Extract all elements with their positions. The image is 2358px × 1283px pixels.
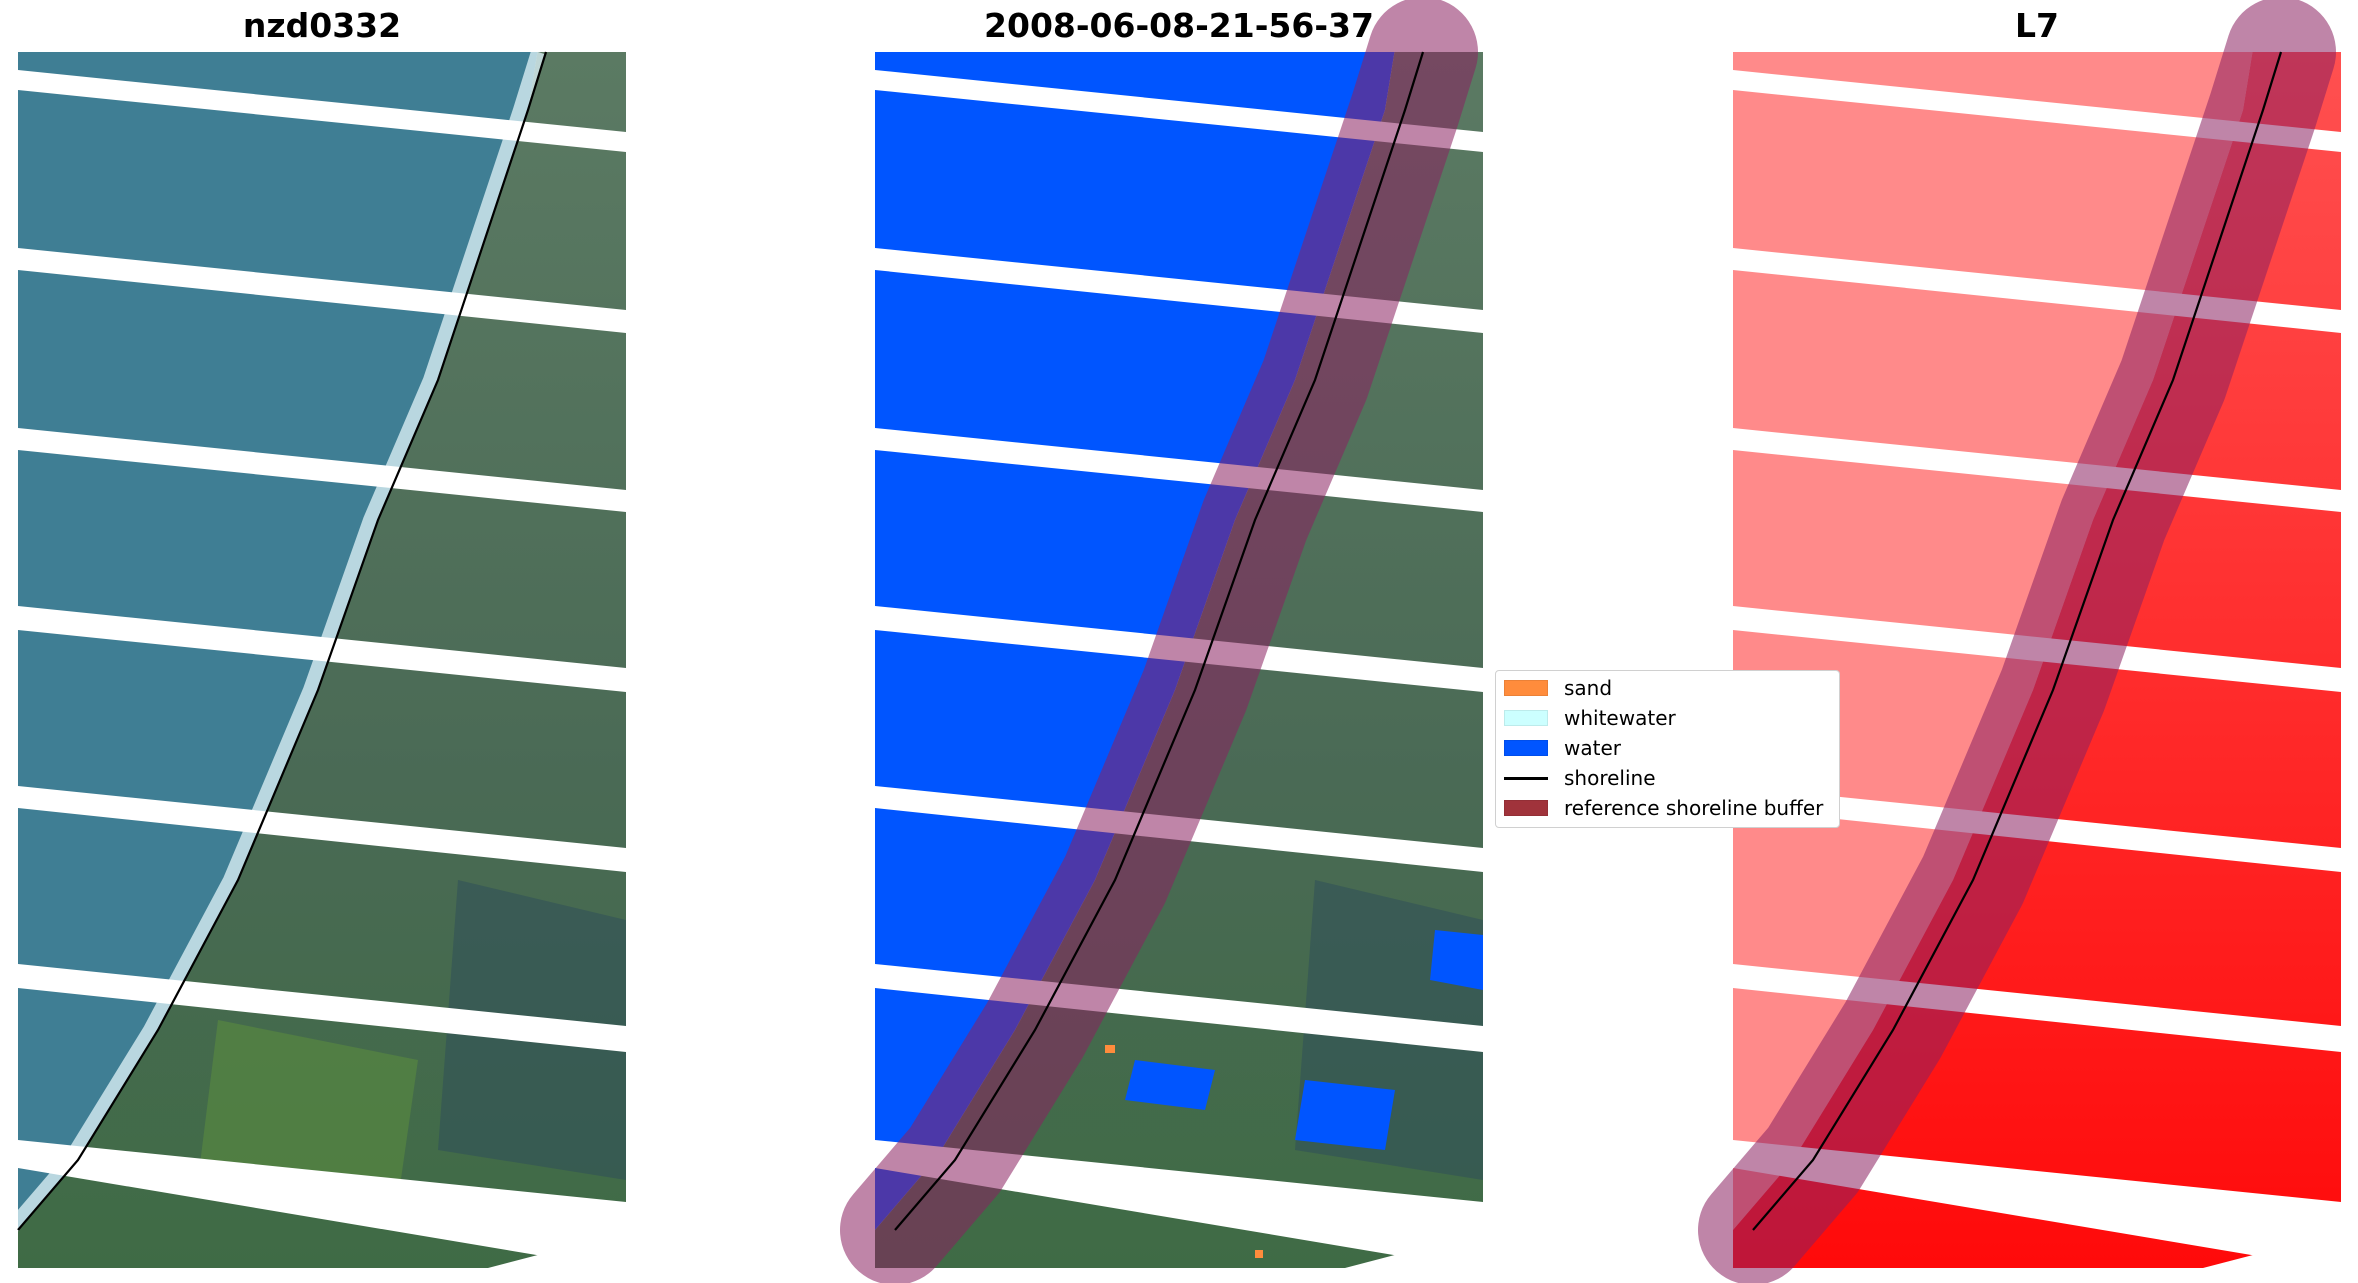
shoreline-line [17, 51, 548, 1231]
whitewater-swatch [1504, 710, 1548, 726]
legend-label: whitewater [1564, 706, 1676, 730]
panel-title-mndwi: L7 [2015, 6, 2059, 45]
water-swatch [1504, 740, 1548, 756]
panel-title-classified: 2008-06-08-21-56-37 [984, 6, 1374, 45]
l7-image-panel [1698, 0, 2341, 1283]
shoreline-line-swatch [1504, 776, 1548, 780]
legend-item-water: water [1504, 735, 1621, 761]
shoreline-line [894, 51, 1425, 1231]
legend-label: water [1564, 736, 1621, 760]
panel-title-rgb: nzd0332 [242, 6, 402, 45]
shoreline-line [1752, 51, 2283, 1231]
legend-item-sand: sand [1504, 675, 1612, 701]
legend-label: reference shoreline buffer [1564, 796, 1824, 820]
sand-swatch [1504, 680, 1548, 696]
legend-label: sand [1564, 676, 1613, 700]
legend-label: shoreline [1564, 766, 1656, 790]
legend: sand whitewater water shoreline referenc… [1495, 670, 1840, 828]
legend-item-whitewater: whitewater [1504, 705, 1676, 731]
classified-image-panel [840, 0, 1483, 1283]
rgb-image-panel [17, 51, 626, 1268]
buffer-swatch [1504, 800, 1548, 816]
legend-item-shoreline: shoreline [1504, 765, 1656, 791]
legend-item-reference-buffer: reference shoreline buffer [1504, 795, 1823, 821]
